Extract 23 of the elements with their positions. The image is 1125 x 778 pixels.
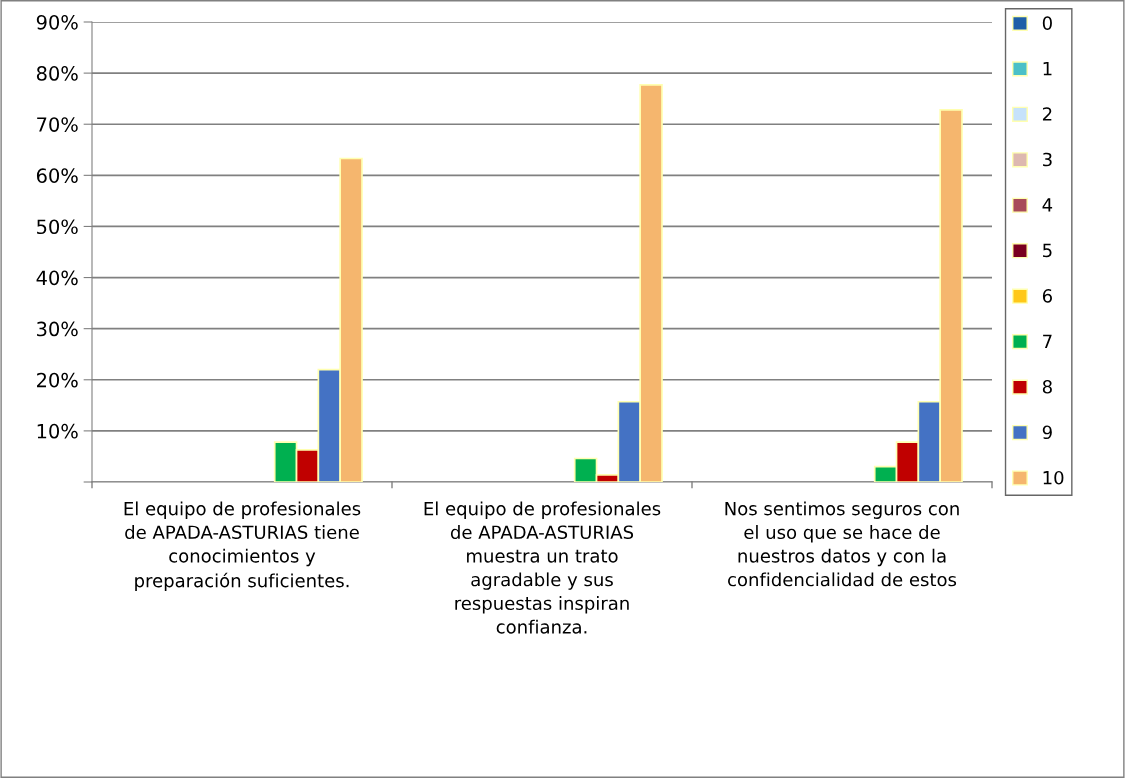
y-tick-label: 10% xyxy=(37,423,78,439)
legend-label: 7 xyxy=(1043,334,1052,348)
y-tick-label: 90% xyxy=(36,14,78,30)
legend-label: 6 xyxy=(1042,289,1052,303)
legend-label: 0 xyxy=(1042,16,1052,30)
y-tick-label: 70% xyxy=(37,117,78,132)
legend-label: 8 xyxy=(1042,379,1052,394)
x-tick-label: Nos sentimos seguros con el uso que se hace de nuestros datos y con la confidencialidad de estos xyxy=(725,501,959,587)
legend-label: 4 xyxy=(1042,198,1053,212)
y-tick-label: 80% xyxy=(36,66,78,81)
y-tick-label: 50% xyxy=(37,219,78,235)
y-tick-label: 20% xyxy=(37,372,78,388)
legend-label: 5 xyxy=(1043,243,1052,258)
legend-label: 1 xyxy=(1043,61,1052,76)
legend-label: 10 xyxy=(1043,470,1064,485)
x-tick-label: El equipo de profesionales de APADA-ASTURIAS tiene conocimientos y preparación suficientes. xyxy=(124,501,361,591)
y-tick-label: 40% xyxy=(36,270,78,286)
x-tick-label: El equipo de profesionales de APADA-ASTURIAS muestra un trato agradable y sus respuestas inspiran confianza. xyxy=(424,501,661,634)
y-tick-label: 60% xyxy=(36,168,78,183)
legend-label: 2 xyxy=(1042,107,1052,121)
legend-label: 3 xyxy=(1043,152,1052,167)
legend-label: 9 xyxy=(1042,425,1052,440)
y-tick-label: 30% xyxy=(37,321,78,337)
